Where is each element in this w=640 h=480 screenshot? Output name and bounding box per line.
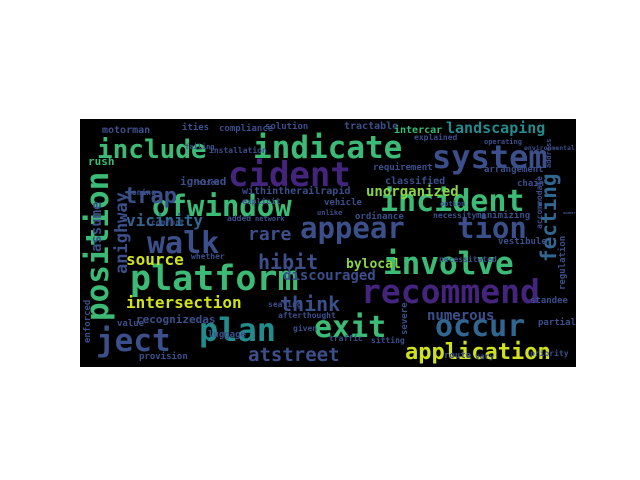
cloud-word: rush [88,155,115,168]
cloud-word: withintherailrapid [242,185,350,197]
cloud-word: necessitated [439,254,497,264]
cloud-word: cident [228,155,351,195]
cloud-word: ject [96,323,171,359]
cloud-word: explained [414,132,458,142]
cloud-word: luggage [208,330,247,340]
cloud-word: think [280,292,340,316]
cloud-word: indicate [253,130,402,166]
cloud-word: vicinity [126,211,203,230]
cloud-word: ignored [180,175,226,188]
cloud-word: tractable [344,121,398,132]
cloud-word: arrangement [484,165,544,175]
cloud-background [80,119,576,367]
cloud-word: route [444,351,472,361]
cloud-word: afterthought [278,311,336,320]
cloud-word: necessity [433,210,477,220]
cloud-word: plan [199,311,276,349]
cloud-word: requirement [373,162,433,173]
cloud-word: regulation [557,236,568,290]
word-layer: include indicate system cident incident ofwin… [80,119,576,366]
cloud-word: occur [435,309,525,344]
cloud-word: provision [139,351,188,362]
cloud-word: vary [475,352,494,361]
cloud-word: comfort [151,218,185,227]
cloud-word: solution [265,121,308,132]
cloud-word: atstreet [248,344,340,366]
cloud-word: unlike [317,209,342,217]
cloud-word: trap [124,184,177,209]
cloud-word: exit [314,310,386,345]
cloud-word: accommodate [535,176,544,229]
cloud-word: seating [268,299,302,309]
cloud-word: system [432,138,548,176]
cloud-word: minimizing [476,210,530,221]
cloud-word: recommend [361,272,540,311]
cloud-word: environmental [524,144,575,152]
cloud-word: ofwindow [152,189,292,223]
cloud-word: severe [400,302,410,335]
cloud-word: walk [147,226,219,261]
cloud-word: intercar [394,124,442,136]
cloud-word: recognizedas [136,313,215,326]
cloud-word: partial [538,317,576,328]
cloud-word: failing [185,143,215,151]
cloud-word: include [97,135,207,165]
cloud-word: incident [380,184,525,219]
cloud-word: bylocal [346,257,401,272]
cloud-word: whether [191,252,225,261]
cloud-word: hibit [258,250,318,274]
cloud-word: chain [517,178,544,189]
cloud-word: value [117,319,145,329]
cloud-word: ities [182,122,209,133]
cloud-word: application [405,340,551,365]
cloud-word: classified [385,175,445,187]
cloud-word: standee [530,296,569,306]
cloud-word: vestibule [498,236,547,247]
cloud-word: rare [248,224,292,245]
cloud-word: option [440,200,465,208]
cloud-word: operating [484,138,522,146]
cloud-word: explicit [242,196,281,206]
cloud-word: network [255,215,285,223]
cloud-word: priority [530,348,569,358]
cloud-word: assume [89,201,105,252]
cloud-word: numerous [427,308,494,324]
cloud-word: fecting [537,173,561,262]
cloud-word: vehicle [324,197,363,208]
cloud-word: position [80,172,116,321]
cloud-word: source [126,250,184,269]
cloud-word: discouraged [283,268,376,284]
cloud-word: enforced [83,300,93,343]
cloud-word: anighway [112,192,132,274]
cloud-word: zoning [127,187,156,197]
cloud-word: added [227,214,251,223]
cloud-word: installation [209,145,267,155]
cloud-word: tion [457,211,527,245]
cloud-word: appear [300,211,405,245]
cloud-word: intersection [126,293,242,312]
cloud-word: number [563,211,576,215]
cloud-word: involve [383,246,514,282]
cloud-word: mixed [198,179,219,187]
cloud-word: address [545,138,553,168]
cloud-word: platform [130,259,299,299]
cloud-word: ordinance [355,211,404,222]
cloud-word: landscaping [446,119,545,137]
cloud-word: given [293,323,317,333]
cloud-word: traffic [329,333,363,343]
cloud-word: motorman [102,125,150,136]
cloud-word: sitting [371,335,405,345]
cloud-word: compliance [219,123,274,134]
cloud-word: unorganized [366,184,459,200]
